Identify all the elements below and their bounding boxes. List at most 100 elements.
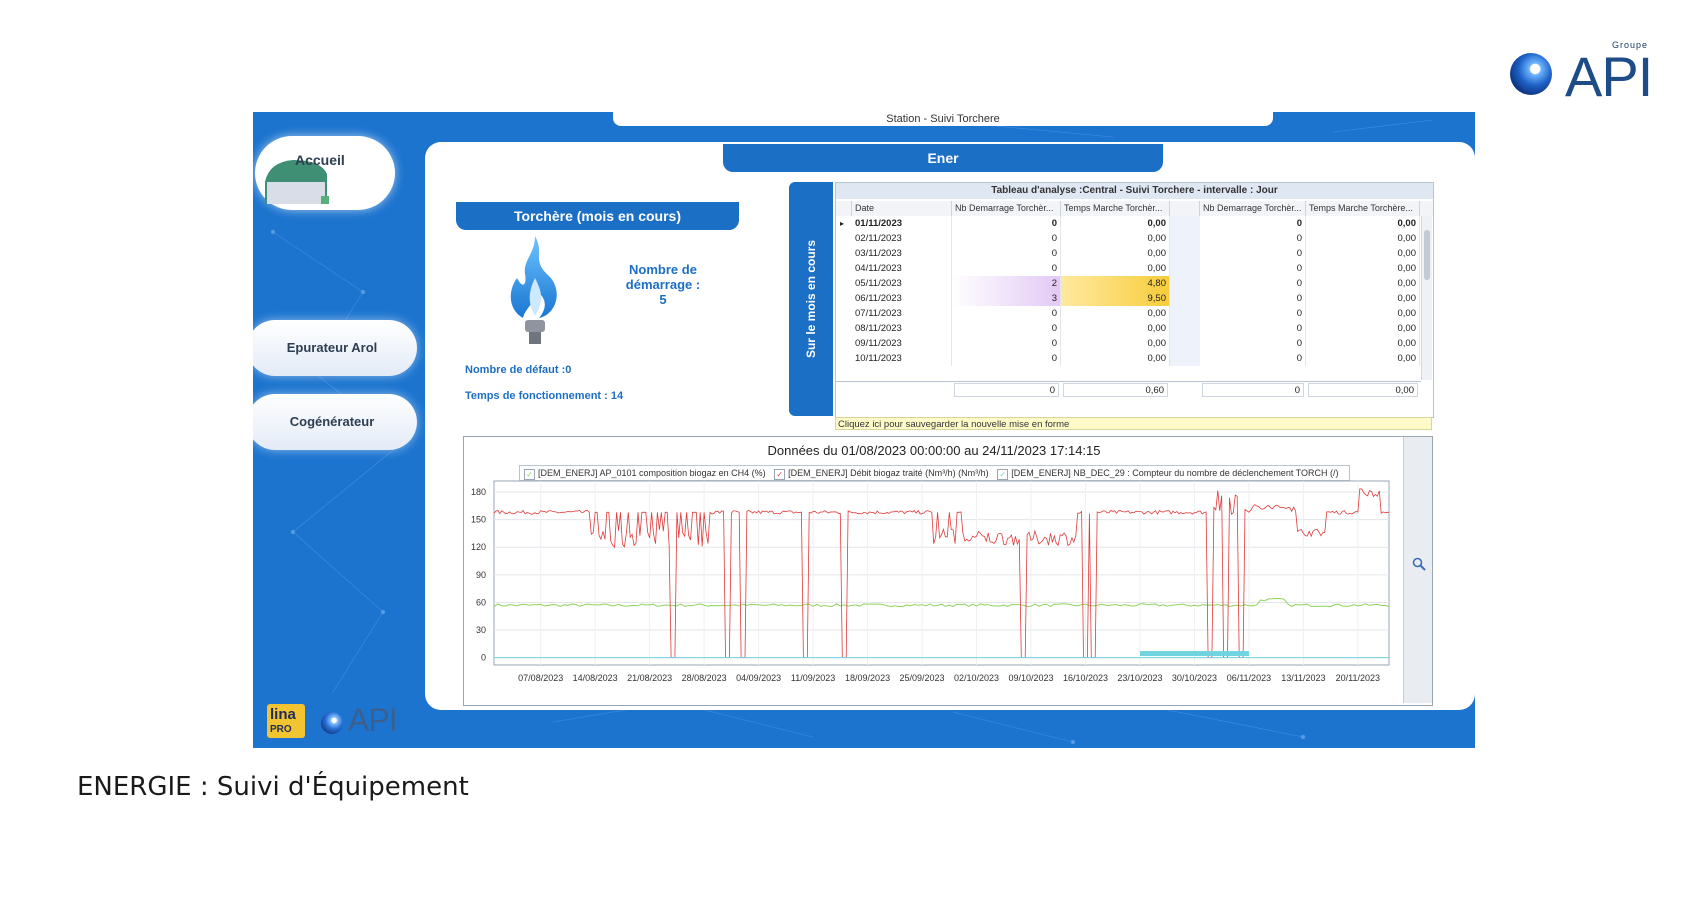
table-cell[interactable]: 0 — [1200, 246, 1306, 261]
table-cell[interactable]: 0,00 — [1306, 216, 1420, 231]
table-cell[interactable]: 05/11/2023 — [852, 276, 952, 291]
table-cell[interactable]: 0,00 — [1061, 216, 1170, 231]
table-cell[interactable]: 0 — [952, 231, 1061, 246]
table-cell[interactable]: 0,00 — [1061, 306, 1170, 321]
spacer-cell — [1170, 231, 1200, 246]
nav-accueil-button[interactable]: Accueil — [255, 136, 395, 210]
magnifier-icon[interactable] — [1412, 557, 1426, 571]
y-tick-label: 90 — [476, 570, 486, 580]
table-cell[interactable]: 0,00 — [1306, 261, 1420, 276]
table-row[interactable]: 06/11/2023 3 9,50 0 0,00 — [836, 291, 1421, 306]
table-cell[interactable]: 0 — [1200, 321, 1306, 336]
chart-toolbar — [1403, 437, 1432, 703]
table-cell[interactable]: 0 — [1200, 306, 1306, 321]
table-cell[interactable]: 06/11/2023 — [852, 291, 952, 306]
table-cell[interactable]: 09/11/2023 — [852, 336, 952, 351]
legend-item-ch4[interactable]: ✓ [DEM_ENERJ] AP_0101 composition biogaz … — [524, 466, 766, 480]
spacer-cell — [1170, 276, 1200, 291]
col-nb-demarrage-1[interactable]: Nb Demarrage Torchèr... — [952, 201, 1061, 216]
torch-section-title: Torchère (mois en cours) — [456, 202, 739, 230]
window-title: Station - Suivi Torchere — [613, 112, 1273, 126]
table-cell[interactable]: 0 — [952, 306, 1061, 321]
table-cell[interactable]: 0,00 — [1061, 261, 1170, 276]
analysis-grid[interactable]: Tableau d'analyse :Central - Suivi Torch… — [835, 182, 1434, 418]
table-cell[interactable]: 02/11/2023 — [852, 231, 952, 246]
table-cell[interactable]: 0,00 — [1306, 276, 1420, 291]
table-cell[interactable]: 3 — [952, 291, 1061, 306]
table-cell[interactable]: 04/11/2023 — [852, 261, 952, 276]
table-cell[interactable]: 0 — [1200, 336, 1306, 351]
col-nb-demarrage-2[interactable]: Nb Demarrage Torchèr... — [1200, 201, 1306, 216]
table-cell[interactable]: 07/11/2023 — [852, 306, 952, 321]
mois-en-cours-tab[interactable]: Sur le mois en cours — [789, 182, 833, 416]
table-cell[interactable]: 0 — [952, 216, 1061, 231]
table-cell[interactable]: 0 — [952, 321, 1061, 336]
table-row[interactable]: 08/11/2023 0 0,00 0 0,00 — [836, 321, 1421, 336]
spacer-cell — [1170, 216, 1200, 231]
app-api-orb-icon — [321, 712, 343, 734]
nb-demarrage-label-2: démarrage : — [625, 277, 701, 292]
spacer-cell — [1170, 306, 1200, 321]
table-cell[interactable]: 0 — [952, 351, 1061, 366]
table-row[interactable]: 05/11/2023 2 4,80 0 0,00 — [836, 276, 1421, 291]
legend-item-debit[interactable]: ✓ [DEM_ENERJ] Débit biogaz traité (Nm³/h)… — [774, 466, 989, 480]
table-cell[interactable]: 0 — [1200, 231, 1306, 246]
spacer-cell — [1170, 261, 1200, 276]
table-row[interactable]: 02/11/2023 0 0,00 0 0,00 — [836, 231, 1421, 246]
table-cell[interactable]: 0,00 — [1306, 306, 1420, 321]
total-cell: 0,00 — [1308, 383, 1418, 397]
legend-item-nbdec[interactable]: ✓ [DEM_ENERJ] NB_DEC_29 : Compteur du nom… — [997, 466, 1339, 480]
x-tick-label: 06/11/2023 — [1227, 673, 1271, 683]
table-cell[interactable]: 0,00 — [1306, 321, 1420, 336]
table-cell[interactable]: 4,80 — [1061, 276, 1170, 291]
table-cell[interactable]: 0 — [1200, 216, 1306, 231]
table-cell[interactable]: 0,00 — [1061, 321, 1170, 336]
table-row[interactable]: ▸ 01/11/2023 0 0,00 0 0,00 — [836, 216, 1421, 231]
x-tick-label: 21/08/2023 — [627, 673, 672, 683]
y-tick-label: 30 — [476, 625, 486, 635]
table-cell[interactable]: 03/11/2023 — [852, 246, 952, 261]
table-cell[interactable]: 0,00 — [1061, 351, 1170, 366]
table-cell[interactable]: 2 — [952, 276, 1061, 291]
table-cell[interactable]: 0 — [1200, 351, 1306, 366]
col-temps-marche-2[interactable]: Temps Marche Torchère... — [1306, 201, 1420, 216]
table-cell[interactable]: 0,00 — [1306, 291, 1420, 306]
nav-epurateur-button[interactable]: Epurateur Arol — [253, 320, 417, 376]
table-row[interactable]: 09/11/2023 0 0,00 0 0,00 — [836, 336, 1421, 351]
table-cell[interactable]: 0 — [1200, 276, 1306, 291]
grid-totals-row: 0 0,60 0 0,00 — [836, 381, 1421, 398]
table-row[interactable]: 03/11/2023 0 0,00 0 0,00 — [836, 246, 1421, 261]
nav-cogenerateur-button[interactable]: Cogénérateur — [253, 394, 417, 450]
legend-check-icon[interactable]: ✓ — [524, 469, 535, 480]
ener-header: Ener — [723, 144, 1163, 172]
table-cell[interactable]: 0,00 — [1306, 351, 1420, 366]
table-cell[interactable]: 0,00 — [1306, 336, 1420, 351]
spacer-cell — [1170, 291, 1200, 306]
col-temps-marche-1[interactable]: Temps Marche Torchèr... — [1061, 201, 1170, 216]
table-row[interactable]: 04/11/2023 0 0,00 0 0,00 — [836, 261, 1421, 276]
grid-scroll-thumb[interactable] — [1424, 230, 1430, 280]
table-cell[interactable]: 08/11/2023 — [852, 321, 952, 336]
table-cell[interactable]: 0,00 — [1061, 246, 1170, 261]
table-cell[interactable]: 0,00 — [1306, 246, 1420, 261]
table-cell[interactable]: 01/11/2023 — [852, 216, 952, 231]
table-row[interactable]: 07/11/2023 0 0,00 0 0,00 — [836, 306, 1421, 321]
col-date[interactable]: Date — [852, 201, 952, 216]
table-cell[interactable]: 10/11/2023 — [852, 351, 952, 366]
grid-scrollbar[interactable] — [1421, 216, 1432, 380]
table-cell[interactable]: 0 — [952, 336, 1061, 351]
table-row[interactable]: 10/11/2023 0 0,00 0 0,00 — [836, 351, 1421, 366]
table-cell[interactable]: 0,00 — [1061, 336, 1170, 351]
legend-check-icon[interactable]: ✓ — [997, 469, 1009, 480]
mois-en-cours-label: Sur le mois en cours — [804, 239, 818, 359]
table-cell[interactable]: 0 — [1200, 261, 1306, 276]
table-cell[interactable]: 0 — [952, 261, 1061, 276]
x-tick-label: 04/09/2023 — [736, 673, 781, 683]
table-cell[interactable]: 0,00 — [1306, 231, 1420, 246]
table-cell[interactable]: 0 — [952, 246, 1061, 261]
table-cell[interactable]: 9,50 — [1061, 291, 1170, 306]
table-cell[interactable]: 0,00 — [1061, 231, 1170, 246]
legend-check-icon[interactable]: ✓ — [774, 469, 786, 480]
save-layout-hint[interactable]: Cliquez ici pour sauvegarder la nouvelle… — [835, 417, 1432, 430]
table-cell[interactable]: 0 — [1200, 291, 1306, 306]
